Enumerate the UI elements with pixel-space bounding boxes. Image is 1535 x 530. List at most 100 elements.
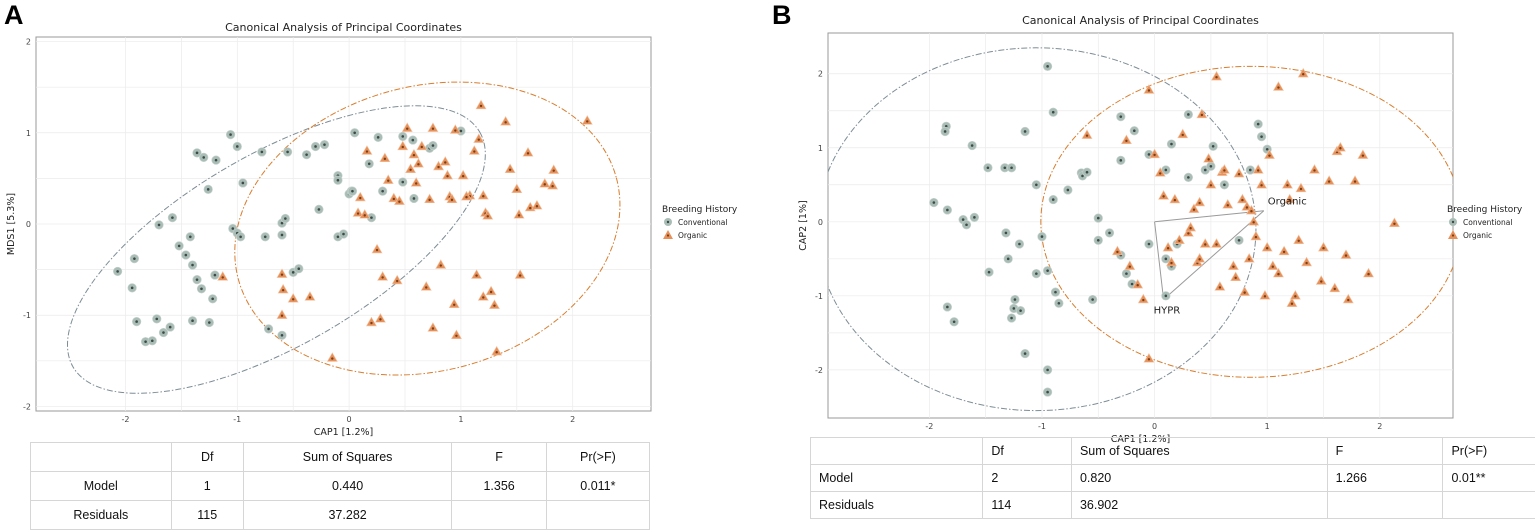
point-center: [1339, 147, 1341, 149]
point-center: [1210, 184, 1212, 186]
point-center: [1266, 247, 1268, 249]
point-center: [342, 233, 345, 236]
point-center: [196, 278, 199, 281]
y-axis-label: MDS1 [5.3%]: [6, 193, 17, 255]
point-center: [1219, 286, 1221, 288]
point-center: [309, 296, 311, 298]
point-center: [551, 185, 553, 187]
point-center: [1058, 302, 1061, 305]
table-header-row: Df Sum of Squares F Pr(>F): [811, 438, 1535, 465]
point-center: [1328, 180, 1330, 182]
point-center: [1116, 251, 1118, 253]
point-center: [1243, 291, 1245, 293]
point-center: [337, 235, 340, 238]
point-center: [402, 146, 404, 148]
point-center: [281, 234, 284, 237]
point-center: [1215, 76, 1217, 78]
x-axis-label: CAP1 [1.2%]: [314, 427, 373, 438]
x-tick-label: 1: [1265, 422, 1270, 431]
point-center: [1232, 266, 1234, 268]
point-center: [1260, 135, 1263, 138]
point-center: [965, 223, 968, 226]
table-header-cell: Pr(>F): [1443, 438, 1535, 465]
point-center: [314, 145, 317, 148]
point-center: [1005, 232, 1008, 235]
point-center: [1187, 232, 1189, 234]
point-center: [1294, 295, 1296, 297]
point-center: [292, 271, 295, 274]
legend-title: Breeding History: [662, 205, 738, 215]
point-center: [962, 218, 965, 221]
point-center: [1170, 143, 1173, 146]
point-center: [946, 209, 949, 212]
point-center: [425, 286, 427, 288]
point-center: [264, 235, 267, 238]
point-center: [1131, 283, 1134, 286]
point-center: [207, 188, 210, 191]
point-center: [944, 130, 947, 133]
x-tick-label: 2: [570, 415, 575, 424]
point-center: [351, 190, 354, 193]
point-center: [1204, 243, 1206, 245]
cap-scatter-chart-b: Canonical Analysis of Principal Coordina…: [770, 0, 1535, 436]
point-center: [421, 146, 423, 148]
point-center: [1052, 198, 1055, 201]
legend-label: Organic: [678, 231, 707, 240]
panel-b: B Canonical Analysis of Principal Coordi…: [770, 0, 1535, 528]
point-center: [202, 156, 205, 159]
point-center: [1086, 134, 1088, 136]
point-center: [1148, 243, 1151, 246]
point-center: [191, 319, 194, 322]
table-cell: Model: [811, 465, 983, 492]
vector-label: HYPR: [1154, 306, 1181, 317]
point-center: [286, 151, 289, 154]
point-center: [1291, 303, 1293, 305]
point-center: [398, 200, 400, 202]
point-center: [1013, 307, 1016, 310]
point-center: [191, 264, 194, 267]
point-center: [169, 326, 172, 329]
point-center: [1136, 284, 1138, 286]
point-center: [292, 298, 294, 300]
point-center: [428, 199, 430, 201]
point-center: [1108, 232, 1111, 235]
point-center: [297, 267, 300, 270]
point-center: [1148, 358, 1150, 360]
point-center: [239, 235, 242, 238]
point-center: [236, 145, 239, 148]
point-center: [178, 245, 181, 248]
point-center: [208, 321, 211, 324]
table-cell: 36.902: [1071, 492, 1327, 519]
point-center: [1007, 258, 1010, 261]
point-center: [516, 189, 518, 191]
point-center: [1322, 247, 1324, 249]
point-center: [1187, 113, 1190, 116]
point-center: [1362, 154, 1364, 156]
table-cell: 2: [983, 465, 1072, 492]
point-center: [1201, 114, 1203, 116]
panel-a: A Canonical Analysis of Principal Coordi…: [0, 0, 760, 528]
point-center: [1234, 277, 1236, 279]
point-center: [1210, 165, 1213, 168]
point-center: [387, 180, 389, 182]
point-center: [1119, 159, 1122, 162]
point-center: [357, 212, 359, 214]
point-center: [1198, 258, 1200, 260]
point-center: [261, 151, 264, 154]
table-header-cell: Sum of Squares: [1071, 438, 1327, 465]
point-center: [1300, 188, 1302, 190]
point-center: [987, 166, 990, 169]
point-center: [162, 331, 165, 334]
point-center: [1250, 210, 1252, 212]
point-center: [381, 190, 384, 193]
point-center: [473, 150, 475, 152]
point-center: [412, 139, 415, 142]
table-cell: [1327, 492, 1443, 519]
point-center: [1041, 235, 1044, 238]
point-center: [1302, 73, 1304, 75]
point-center: [519, 274, 521, 276]
table-cell: 0.01**: [1443, 465, 1535, 492]
table-cell: 0.011*: [546, 472, 649, 501]
point-center: [1024, 352, 1027, 355]
table-header-cell: [31, 443, 172, 472]
